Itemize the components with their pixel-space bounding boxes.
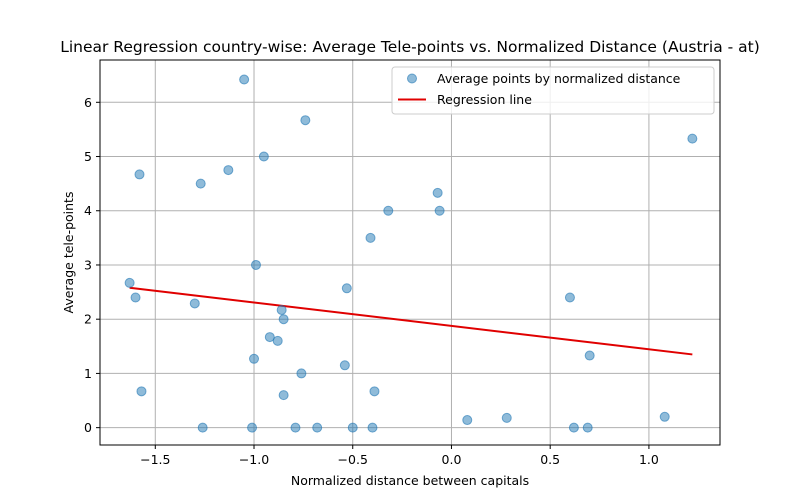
data-point: [564, 292, 575, 303]
data-point: [278, 314, 289, 325]
x-tick-label: 0.0: [442, 452, 462, 467]
x-tick-label: 1.0: [639, 452, 659, 467]
data-point: [134, 169, 145, 180]
data-point: [195, 178, 206, 189]
data-point: [367, 422, 378, 433]
data-point: [258, 151, 269, 162]
data-point: [462, 415, 473, 426]
y-tick-label: 0: [84, 420, 92, 435]
chart-title: Linear Regression country-wise: Average …: [60, 38, 760, 56]
data-point: [124, 277, 135, 288]
y-tick-label: 3: [84, 257, 92, 272]
data-point: [290, 422, 301, 433]
data-point: [432, 187, 443, 198]
data-point: [264, 332, 275, 343]
legend-label-scatter: Average points by normalized distance: [437, 71, 681, 86]
data-point: [687, 133, 698, 144]
regression-layer: [129, 286, 693, 356]
regression-line: [129, 286, 693, 356]
legend-marker-scatter: [407, 73, 417, 84]
plot-frame: [99, 59, 721, 446]
x-tick-label: −1.0: [239, 452, 269, 467]
data-point: [659, 411, 670, 422]
data-point: [276, 304, 287, 315]
data-point: [296, 368, 307, 379]
data-point: [136, 386, 147, 397]
data-point: [501, 412, 512, 423]
data-points: [124, 74, 698, 433]
data-point: [239, 74, 250, 85]
y-tick-label: 2: [84, 312, 92, 327]
data-point: [365, 232, 376, 243]
data-point: [383, 205, 394, 216]
data-point: [272, 335, 283, 346]
y-tick-label: 4: [84, 203, 92, 218]
data-point: [341, 283, 352, 294]
data-point: [582, 422, 593, 433]
data-point: [584, 350, 595, 361]
data-point: [189, 298, 200, 309]
y-tick-label: 1: [84, 366, 92, 381]
data-point: [369, 386, 380, 397]
data-point: [339, 360, 350, 371]
data-point: [568, 422, 579, 433]
x-tick-label: −1.5: [140, 452, 170, 467]
data-point: [300, 115, 311, 126]
x-tick-label: 0.5: [540, 452, 560, 467]
y-tick-label: 5: [84, 149, 92, 164]
data-point: [249, 353, 260, 364]
data-point: [250, 259, 261, 270]
x-tick-label: −0.5: [338, 452, 368, 467]
data-point: [197, 422, 208, 433]
data-point: [223, 165, 234, 176]
legend-box: [391, 66, 715, 115]
data-point: [434, 205, 445, 216]
axis-ticks: −1.5 −1.0 −0.5 0.0 0.5 1.0 0 1 2 3 4 5 6: [84, 95, 659, 467]
x-axis-label: Normalized distance between capitals: [291, 473, 529, 488]
legend: Average points by normalized distance Re…: [391, 66, 715, 115]
data-point: [278, 390, 289, 401]
data-point: [347, 422, 358, 433]
data-point: [247, 422, 258, 433]
data-point: [130, 292, 141, 303]
legend-label-line: Regression line: [437, 92, 532, 107]
y-axis-label: Average tele-points: [61, 192, 76, 314]
y-tick-label: 6: [84, 95, 92, 110]
grid: [100, 60, 720, 445]
data-point: [312, 422, 323, 433]
